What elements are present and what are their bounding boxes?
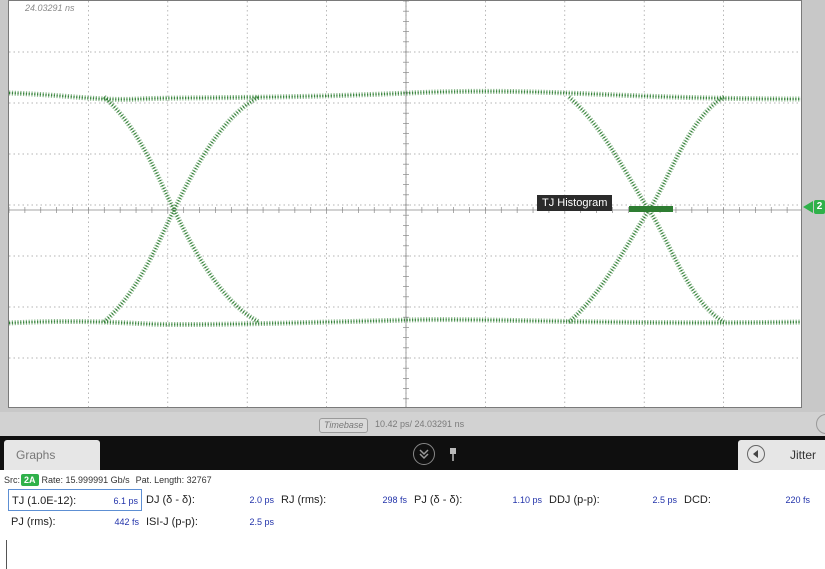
bottom-rail-trace-core — [9, 318, 801, 326]
panel-tab-bar — [0, 436, 825, 470]
left-falling-trace — [102, 95, 261, 325]
measurement-isi-j[interactable]: ISI-J (p-p): 2.5 ps — [143, 511, 277, 533]
eye-traces — [9, 88, 801, 328]
measurement-label: DCD: — [684, 494, 711, 506]
source-pattern-length: Pat. Length: 32767 — [135, 475, 212, 485]
pin-svg — [450, 448, 456, 461]
timebase-value: 10.42 ps/ 24.03291 ns — [375, 419, 465, 429]
measurement-label: TJ (1.0E-12): — [12, 495, 77, 507]
measurement-ddj[interactable]: DDJ (p-p): 2.5 ps — [546, 489, 680, 511]
measurement-value: 2.5 ps — [249, 517, 274, 527]
tab-jitter-label: Jitter — [790, 448, 817, 462]
tab-jitter[interactable]: Jitter — [738, 440, 825, 470]
graticule-grid — [9, 1, 801, 407]
measurement-value: 2.5 ps — [652, 495, 677, 505]
measurement-rj[interactable]: RJ (rms): 298 fs — [278, 489, 410, 511]
measurement-label: DJ (δ - δ): — [146, 494, 195, 506]
measurement-label: PJ (rms): — [11, 516, 56, 528]
tj-histogram-bar — [629, 206, 673, 212]
left-triangle-svg — [753, 450, 758, 458]
source-rate: Rate: 15.999991 Gb/s — [41, 475, 130, 485]
measurement-pj-rms[interactable]: PJ (rms): 442 fs — [8, 511, 142, 533]
measurement-value: 220 fs — [785, 495, 810, 505]
measurement-dj[interactable]: DJ (δ - δ): 2.0 ps — [143, 489, 277, 511]
eye-diagram-svg — [9, 1, 801, 407]
pin-icon[interactable] — [448, 443, 458, 463]
measurement-pj-dd[interactable]: PJ (δ - δ): 1.10 ps — [411, 489, 545, 511]
measurement-value: 298 fs — [382, 495, 407, 505]
eye-diagram-plot[interactable]: 24.03291 ns TJ Histogram — [8, 0, 802, 408]
measurement-label: ISI-J (p-p): — [146, 516, 198, 528]
measurement-label: DDJ (p-p): — [549, 494, 600, 506]
channel-marker-label: 2 — [814, 200, 825, 214]
measurement-value: 2.0 ps — [249, 495, 274, 505]
jitter-results-panel — [0, 470, 825, 569]
timebase-button[interactable]: Timebase — [319, 418, 369, 433]
panel-left-divider — [6, 540, 7, 569]
source-label: Src: — [4, 475, 21, 485]
back-arrow-icon[interactable] — [747, 445, 765, 463]
trigger-time-label: 24.03291 ns — [25, 3, 75, 13]
source-info-row: Src: 2A Rate: 15.999991 Gb/s Pat. Length: 3… — [4, 472, 212, 488]
bottom-rail-trace — [9, 317, 801, 328]
measurement-label: RJ (rms): — [281, 494, 327, 506]
tj-histogram-label: TJ Histogram — [537, 195, 613, 211]
measurement-dcd[interactable]: DCD: 220 fs — [681, 489, 813, 511]
channel-2-marker[interactable]: 2 — [803, 200, 825, 214]
left-rising-trace — [102, 94, 261, 324]
timebase-bar — [0, 412, 825, 436]
double-chevron-down-icon — [419, 449, 429, 460]
measurement-value: 6.1 ps — [113, 496, 138, 506]
tab-graphs[interactable]: Graphs — [4, 440, 100, 470]
source-channel-badge[interactable]: 2A — [21, 474, 39, 486]
measurement-label: PJ (δ - δ): — [414, 494, 463, 506]
left-rising-trace-core — [103, 96, 260, 323]
scope-display: 24.03291 ns TJ Histogram 2 — [0, 0, 825, 412]
measurement-value: 442 fs — [114, 517, 139, 527]
marker-arrow-icon — [803, 201, 813, 213]
measurement-value: 1.10 ps — [512, 495, 542, 505]
left-falling-trace-core — [103, 96, 260, 323]
measurement-tj[interactable]: TJ (1.0E-12): 6.1 ps — [8, 489, 142, 511]
collapse-chevron-icon[interactable] — [413, 443, 435, 465]
